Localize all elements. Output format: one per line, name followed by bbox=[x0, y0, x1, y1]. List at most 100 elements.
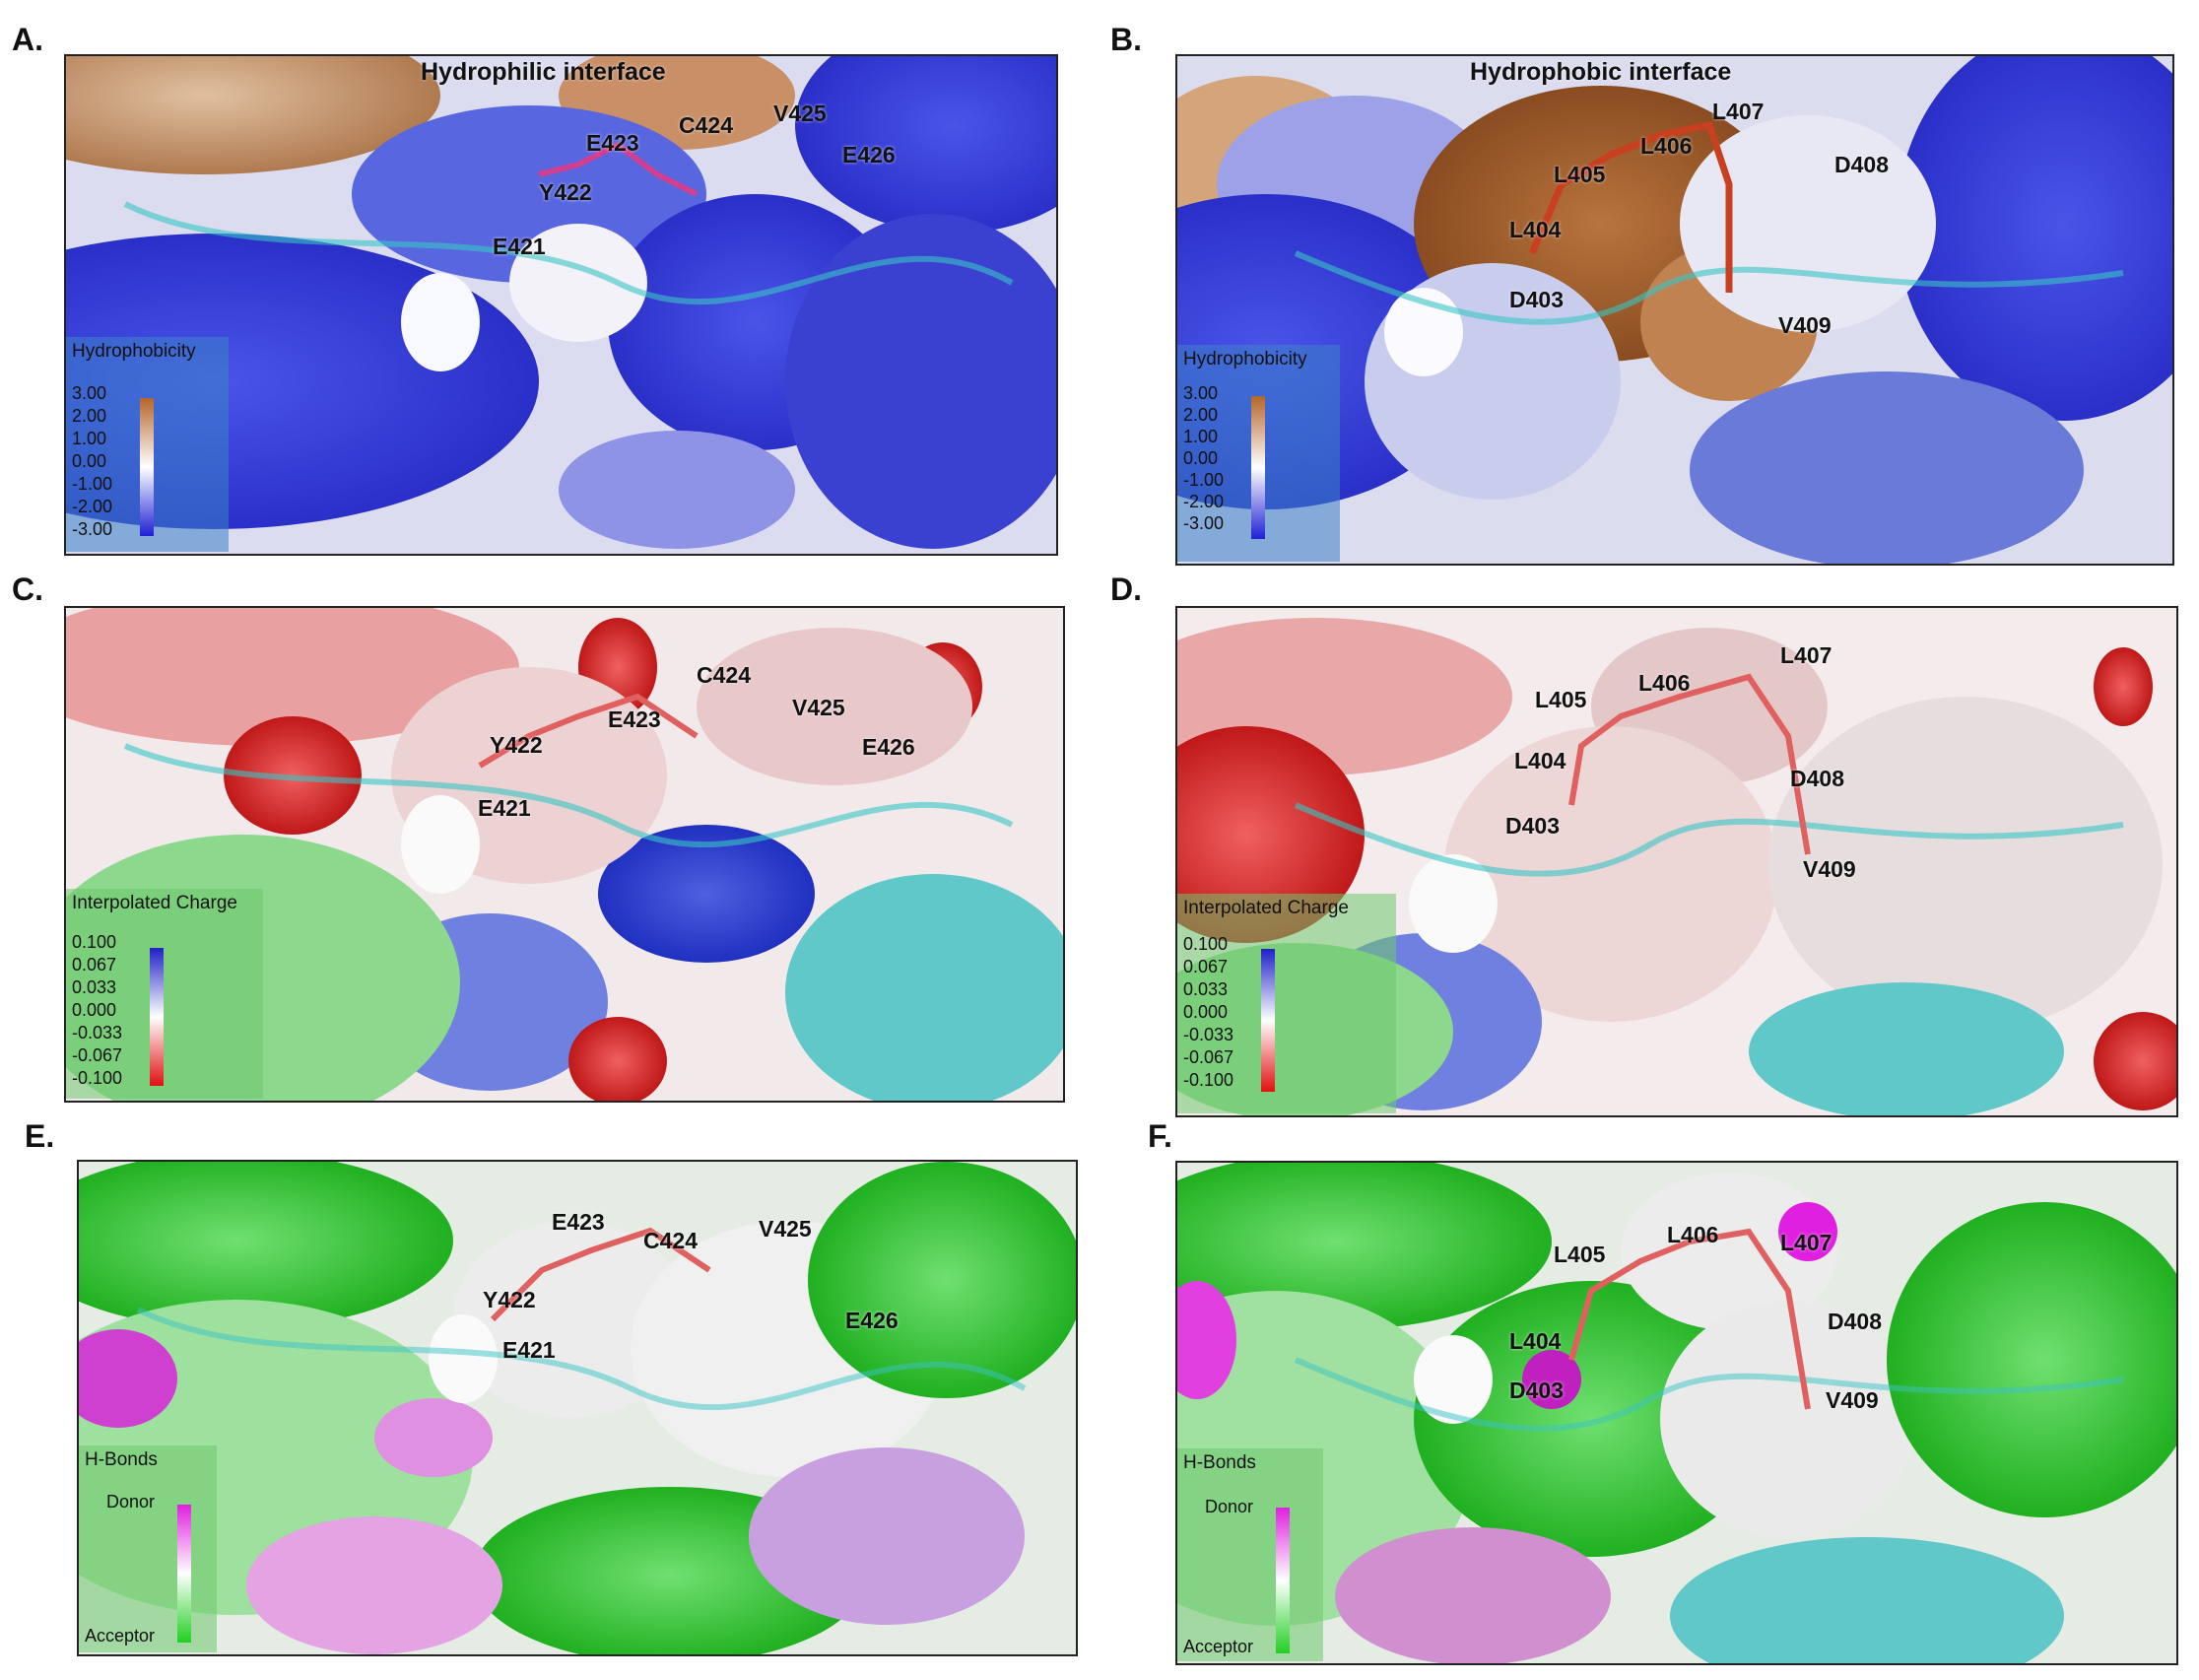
residue-label: L404 bbox=[1509, 1328, 1562, 1354]
panel-e-hbond-surface: E421 Y422 E423 C424 V425 E426 H-Bonds Do… bbox=[77, 1160, 1078, 1656]
hydrophobicity-legend: Hydrophobicity 3.00 2.00 1.00 0.00 -1.00… bbox=[66, 337, 229, 552]
residue-label: V425 bbox=[792, 695, 845, 720]
residue-label: E423 bbox=[608, 706, 661, 732]
surface-render-b bbox=[1177, 56, 2172, 564]
panel-c-charge-surface: E421 Y422 E423 C424 V425 E426 Interpolat… bbox=[64, 606, 1065, 1103]
residue-label: C424 bbox=[697, 662, 751, 688]
residue-label: V425 bbox=[759, 1216, 812, 1242]
residue-label: L406 bbox=[1667, 1222, 1719, 1247]
residue-label: V409 bbox=[1826, 1387, 1879, 1413]
residue-label: Y422 bbox=[539, 179, 592, 205]
surface-render-f bbox=[1177, 1163, 2176, 1663]
legend-tick: 0.067 bbox=[1183, 957, 1229, 976]
legend-color-bar bbox=[177, 1505, 191, 1643]
residue-label: L406 bbox=[1640, 133, 1693, 159]
legend-tick: 0.100 bbox=[1183, 934, 1229, 954]
legend-tick: 3.00 bbox=[72, 383, 107, 403]
residue-label: D403 bbox=[1509, 287, 1564, 312]
legend-title: Hydrophobicity bbox=[72, 341, 196, 362]
legend-color-bar bbox=[1251, 396, 1265, 539]
surface-render-a bbox=[66, 56, 1056, 554]
legend-tick: Acceptor bbox=[85, 1626, 156, 1646]
residue-label: L407 bbox=[1780, 642, 1832, 668]
residue-label: E421 bbox=[493, 234, 546, 259]
legend-tick: 1.00 bbox=[72, 429, 107, 448]
residue-label: E421 bbox=[502, 1337, 556, 1363]
panel-label-b: B. bbox=[1110, 22, 1142, 57]
surface-render-e bbox=[79, 1162, 1076, 1654]
panel-b-hydrophobicity-surface: Hydrophobic interface D403 L404 L405 L40… bbox=[1175, 54, 2174, 566]
panel-d-charge-surface: D403 L404 L405 L406 L407 D408 V409 Inter… bbox=[1175, 606, 2178, 1117]
legend-tick: -2.00 bbox=[1183, 492, 1225, 511]
charge-legend: Interpolated Charge 0.100 0.067 0.033 0.… bbox=[66, 889, 263, 1099]
residue-label: L405 bbox=[1554, 1242, 1606, 1267]
legend-tick: -0.100 bbox=[1183, 1070, 1234, 1090]
legend-tick: -1.00 bbox=[72, 474, 113, 494]
hbond-legend: H-Bonds Donor Acceptor bbox=[1177, 1448, 1323, 1661]
residue-label: E423 bbox=[552, 1209, 605, 1235]
residue-label: C424 bbox=[643, 1228, 698, 1253]
legend-tick: 0.100 bbox=[72, 932, 117, 952]
legend-tick: -3.00 bbox=[72, 519, 113, 539]
legend-tick: -1.00 bbox=[1183, 470, 1225, 490]
residue-label: D403 bbox=[1509, 1378, 1564, 1403]
legend-tick: 0.000 bbox=[1183, 1002, 1229, 1022]
residue-label: L404 bbox=[1509, 217, 1562, 242]
residue-label: E423 bbox=[586, 130, 639, 156]
legend-tick: Donor bbox=[1205, 1497, 1254, 1516]
legend-tick: 2.00 bbox=[72, 406, 107, 426]
legend-color-bar bbox=[1261, 949, 1275, 1092]
legend-tick: Acceptor bbox=[1183, 1637, 1254, 1656]
residue-label: E426 bbox=[842, 142, 896, 168]
legend-title: Interpolated Charge bbox=[72, 893, 237, 913]
residue-label: V409 bbox=[1778, 312, 1832, 338]
legend-tick: -0.033 bbox=[72, 1023, 123, 1042]
residue-label: E421 bbox=[478, 795, 531, 821]
legend-title: Interpolated Charge bbox=[1183, 898, 1349, 918]
legend-tick: -0.033 bbox=[1183, 1025, 1234, 1044]
panel-label-e: E. bbox=[25, 1118, 55, 1154]
legend-title: Hydrophobicity bbox=[1183, 349, 1307, 370]
hbond-legend: H-Bonds Donor Acceptor bbox=[79, 1445, 217, 1652]
residue-label: D408 bbox=[1828, 1309, 1882, 1334]
legend-tick: 2.00 bbox=[1183, 405, 1219, 425]
residue-label: Y422 bbox=[483, 1287, 536, 1312]
residue-label: L404 bbox=[1514, 748, 1566, 773]
hydrophobicity-legend: Hydrophobicity 3.00 2.00 1.00 0.00 -1.00… bbox=[1177, 345, 1340, 562]
legend-tick: 0.033 bbox=[72, 977, 117, 997]
residue-label: L405 bbox=[1554, 162, 1606, 187]
residue-label: V409 bbox=[1803, 856, 1856, 882]
residue-label: D408 bbox=[1834, 152, 1889, 177]
legend-color-bar bbox=[1276, 1508, 1290, 1653]
legend-tick: 0.00 bbox=[1183, 448, 1219, 468]
residue-label: V425 bbox=[773, 101, 827, 126]
residue-label: D408 bbox=[1790, 766, 1844, 791]
panel-a-hydrophobicity-surface: Hydrophilic interface E421 Y422 E423 C42… bbox=[64, 54, 1058, 556]
legend-tick: Donor bbox=[106, 1492, 156, 1512]
legend-tick: 1.00 bbox=[1183, 427, 1219, 446]
panel-label-c: C. bbox=[12, 571, 43, 607]
residue-label: L407 bbox=[1780, 1230, 1832, 1255]
charge-legend: Interpolated Charge 0.100 0.067 0.033 0.… bbox=[1177, 894, 1396, 1113]
residue-label: L406 bbox=[1638, 670, 1691, 696]
panel-label-a: A. bbox=[12, 22, 43, 57]
legend-tick: -3.00 bbox=[1183, 513, 1225, 533]
residue-label: L407 bbox=[1712, 99, 1765, 124]
panel-title-a: Hydrophilic interface bbox=[421, 58, 666, 86]
surface-render-c bbox=[66, 608, 1063, 1101]
legend-tick: 0.033 bbox=[1183, 979, 1229, 999]
legend-title: H-Bonds bbox=[1183, 1452, 1256, 1473]
residue-label: C424 bbox=[679, 112, 733, 138]
residue-label: E426 bbox=[845, 1308, 899, 1333]
residue-label: L405 bbox=[1535, 687, 1587, 712]
panel-label-f: F. bbox=[1148, 1118, 1172, 1154]
legend-color-bar bbox=[140, 398, 154, 536]
legend-tick: 3.00 bbox=[1183, 383, 1219, 403]
legend-tick: -2.00 bbox=[72, 497, 113, 516]
legend-tick: 0.067 bbox=[72, 955, 117, 974]
legend-tick: -0.100 bbox=[72, 1068, 123, 1088]
legend-title: H-Bonds bbox=[85, 1449, 158, 1470]
panel-label-d: D. bbox=[1110, 571, 1142, 607]
legend-tick: -0.067 bbox=[1183, 1047, 1234, 1067]
residue-label: E426 bbox=[862, 734, 915, 760]
